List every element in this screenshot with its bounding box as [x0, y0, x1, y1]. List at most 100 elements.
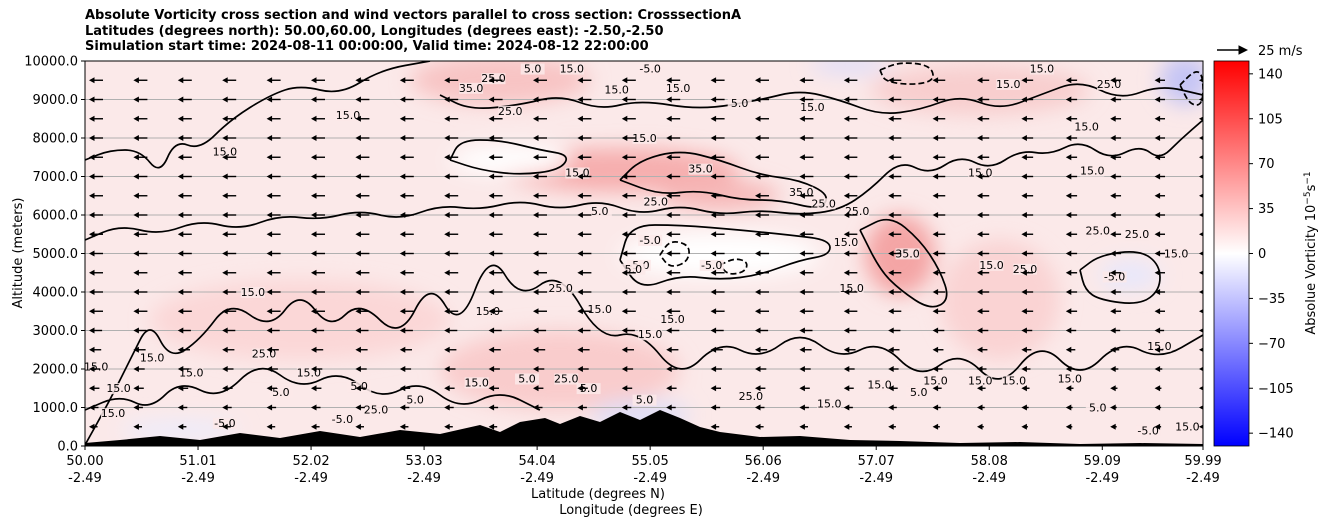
wind-vector: [311, 385, 322, 392]
wind-vector: [932, 192, 946, 199]
wind-vector-head: [444, 269, 450, 276]
wind-vector: [222, 423, 231, 430]
wind-vector-head: [488, 115, 495, 122]
wind-vector-head: [488, 212, 495, 218]
wind-vector-head: [488, 135, 495, 141]
wind-vector: [1199, 155, 1203, 160]
wind-vector-head: [444, 289, 450, 295]
wind-vector-head: [1199, 212, 1203, 218]
contour-label: 15.0: [588, 303, 613, 316]
wind-vector: [311, 115, 325, 122]
wind-vector-head: [799, 308, 805, 315]
wind-vector: [1199, 424, 1203, 429]
wind-vector: [666, 385, 677, 392]
wind-vector: [1154, 77, 1165, 84]
wind-vector: [666, 231, 681, 238]
wind-vector-head: [843, 173, 850, 180]
wind-vector: [799, 289, 814, 295]
wind-vector: [843, 250, 858, 257]
wind-vector-head: [177, 173, 184, 180]
contour-label: -5.0: [639, 63, 660, 76]
wind-vector: [977, 231, 990, 238]
contour-label: 25.0: [644, 195, 669, 208]
wind-vector-head: [666, 366, 672, 372]
wind-vector-head: [133, 77, 139, 84]
contour-label: 15.0: [666, 82, 691, 95]
wind-vector: [311, 212, 325, 218]
wind-vector: [843, 154, 858, 161]
wind-vector-head: [89, 385, 95, 392]
contour-label: -5.0: [1104, 270, 1125, 283]
wind-vector-head: [843, 423, 850, 430]
contour-label: 15.0: [560, 63, 585, 76]
wind-vector: [133, 77, 148, 84]
wind-vector: [755, 269, 769, 276]
wind-vector: [577, 212, 592, 218]
wind-vector: [89, 327, 103, 334]
wind-vector-head: [577, 308, 583, 315]
wind-vector-head: [444, 115, 450, 122]
wind-vector: [444, 385, 455, 392]
wind-vector: [355, 212, 370, 218]
wind-vector: [710, 289, 725, 295]
wind-vector-head: [89, 269, 95, 276]
wind-vector: [533, 135, 547, 141]
wind-vector: [1065, 135, 1078, 141]
wind-vector-head: [222, 154, 228, 161]
wind-vector: [577, 192, 592, 199]
wind-vector: [266, 173, 281, 180]
chart-title: Absolute Vorticity cross section and win…: [85, 8, 741, 55]
wind-vector: [89, 154, 103, 161]
contour-label-bg: [738, 390, 763, 402]
wind-vector: [710, 269, 725, 276]
wind-vector: [1199, 212, 1203, 218]
wind-vector-head: [932, 115, 939, 122]
wind-vector-head: [1110, 115, 1116, 122]
wind-vector-head: [355, 269, 361, 276]
wind-vector: [621, 135, 636, 141]
wind-vector-head: [266, 289, 273, 295]
wind-vector-head: [355, 327, 361, 334]
wind-vector: [666, 366, 678, 372]
wind-vector-head: [222, 385, 228, 392]
wind-vector: [222, 366, 234, 372]
wind-vector: [755, 154, 769, 161]
contour-label: 15.0: [867, 378, 892, 391]
wind-vector-head: [577, 173, 583, 180]
wind-vector-head: [1021, 346, 1027, 353]
wind-vector-head: [621, 346, 628, 353]
wind-vector: [177, 385, 189, 392]
wind-vector: [843, 269, 858, 276]
wind-vector: [799, 366, 811, 372]
wind-vector: [533, 366, 545, 372]
contour-label-bg: [800, 102, 825, 114]
wind-vector-head: [1021, 327, 1027, 334]
wind-vector: [1110, 231, 1122, 238]
wind-vector-head: [621, 135, 628, 141]
wind-vector-head: [177, 231, 184, 238]
wind-vector: [399, 269, 414, 276]
y-tick-label: 1000.0: [33, 401, 79, 416]
wind-vector: [222, 231, 237, 238]
wind-vector-head: [266, 269, 273, 276]
wind-vector-head: [1110, 250, 1116, 257]
plot-area: 15.015.015.015.015.015.015.025.05.015.01…: [84, 60, 1204, 447]
wind-vector-head: [1110, 173, 1116, 180]
wind-vector: [311, 327, 325, 334]
colorbar-tick-label: 70: [1258, 157, 1275, 172]
wind-vector-head: [621, 231, 628, 238]
wind-vector-head: [89, 250, 95, 257]
wind-vector: [355, 385, 366, 392]
wind-vector-head: [133, 366, 139, 372]
wind-vector-head: [932, 385, 939, 392]
contour-label-bg: [559, 63, 584, 75]
wind-vector-head: [133, 173, 139, 180]
wind-vector-head: [843, 404, 850, 411]
contour-label: 25.0: [498, 105, 523, 118]
wind-vector: [222, 385, 233, 392]
chart-title-line-3: Simulation start time: 2024-08-11 00:00:…: [85, 39, 649, 54]
wind-vector: [133, 96, 148, 103]
wind-vector: [311, 289, 325, 295]
contour-label: 5.0: [1089, 401, 1107, 414]
wind-vector-head: [1110, 366, 1116, 372]
